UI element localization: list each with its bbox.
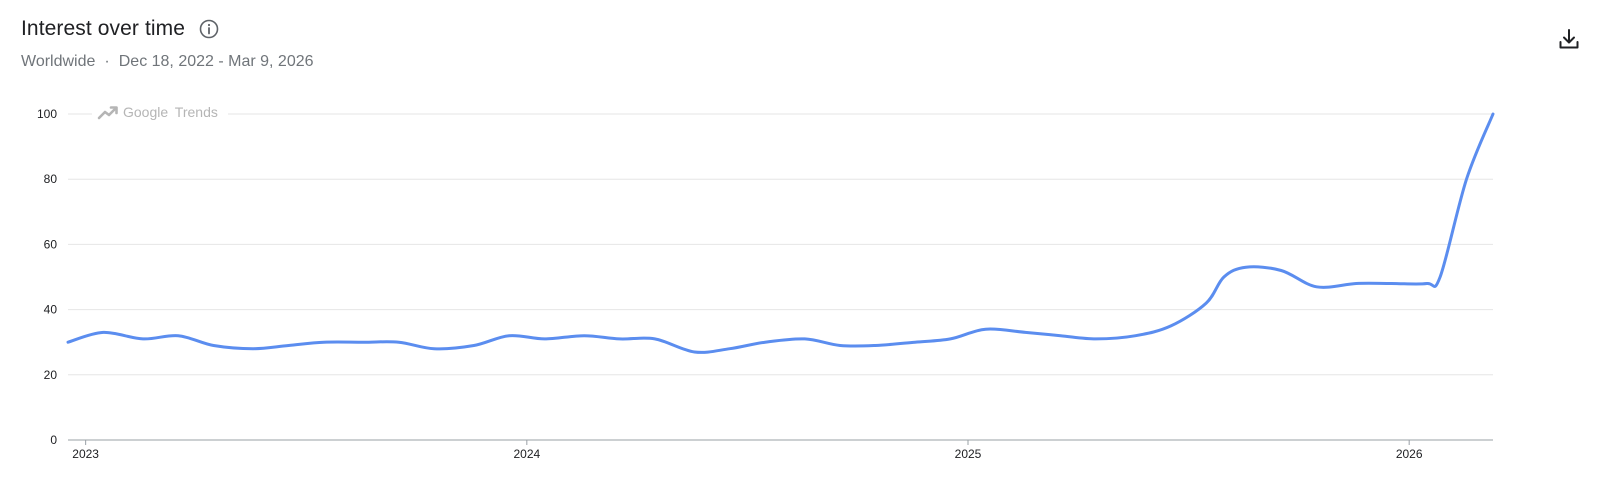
data-point[interactable] [801, 335, 809, 343]
data-point[interactable] [99, 328, 107, 336]
axis-layer: 0 20 40 60 80 100 2023 2024 2025 2026 [37, 107, 1493, 461]
data-point[interactable] [505, 332, 513, 340]
y-tick-label: 100 [37, 107, 57, 121]
data-point[interactable] [320, 338, 328, 346]
series-line[interactable] [66, 112, 1495, 354]
data-point[interactable] [871, 341, 879, 349]
data-point[interactable] [360, 338, 368, 346]
data-point[interactable] [651, 335, 659, 343]
info-icon[interactable] [199, 19, 219, 39]
data-point[interactable] [1277, 266, 1285, 274]
y-tick-label: 60 [44, 237, 58, 251]
data-point[interactable] [580, 332, 588, 340]
data-point[interactable] [395, 338, 403, 346]
download-icon[interactable] [1556, 26, 1582, 52]
data-point[interactable] [1092, 335, 1100, 343]
series-layer [64, 110, 1497, 356]
grid-layer [68, 113, 1493, 376]
data-point[interactable] [1202, 299, 1210, 307]
data-point[interactable] [690, 348, 698, 356]
data-point[interactable] [1242, 263, 1250, 271]
chart-title: Interest over time [21, 17, 186, 40]
data-point[interactable] [1436, 273, 1444, 281]
data-point[interactable] [249, 345, 257, 353]
data-point[interactable] [210, 341, 218, 349]
separator: · [104, 53, 110, 70]
date-range-label[interactable]: Dec 18, 2022 - Mar 9, 2026 [118, 53, 314, 70]
data-point[interactable] [1423, 280, 1431, 288]
region-label[interactable]: Worldwide [21, 53, 96, 70]
data-point[interactable] [139, 335, 147, 343]
y-tick-label: 80 [44, 172, 58, 186]
data-point[interactable] [1021, 328, 1029, 336]
data-point[interactable] [1057, 332, 1065, 340]
data-point[interactable] [1313, 283, 1321, 291]
watermark-product: Trends [175, 104, 218, 120]
data-point[interactable] [1352, 280, 1360, 288]
data-point[interactable] [761, 338, 769, 346]
x-tick-label: 2025 [955, 447, 982, 461]
google-trends-logo-icon [97, 106, 118, 120]
y-tick-label: 0 [50, 433, 57, 447]
watermark-brand: Google [123, 104, 168, 120]
data-point[interactable] [1132, 332, 1140, 340]
data-point[interactable] [174, 332, 182, 340]
x-tick-label: 2024 [513, 447, 540, 461]
data-point[interactable] [911, 338, 919, 346]
y-tick-label: 40 [44, 303, 58, 317]
data-point[interactable] [285, 341, 293, 349]
data-point[interactable] [1220, 273, 1228, 281]
data-point[interactable] [1463, 175, 1471, 183]
data-point[interactable] [64, 338, 72, 346]
data-point[interactable] [946, 335, 954, 343]
y-tick-label: 20 [44, 368, 58, 382]
chart-header: Interest over time Worldwide · Dec 18, 2… [21, 14, 314, 71]
x-tick-label: 2026 [1396, 447, 1423, 461]
data-point[interactable] [982, 325, 990, 333]
data-point[interactable] [540, 335, 548, 343]
google-trends-watermark: Google Trends [92, 102, 228, 122]
chart-subtitle: Worldwide · Dec 18, 2022 - Mar 9, 2026 [21, 53, 314, 71]
watermark-text: Google Trends [123, 104, 218, 120]
data-point[interactable] [615, 335, 623, 343]
data-point[interactable] [470, 341, 478, 349]
data-point[interactable] [1489, 110, 1497, 118]
title-row: Interest over time [21, 14, 314, 44]
data-point[interactable] [1167, 322, 1175, 330]
data-point[interactable] [430, 345, 438, 353]
data-point[interactable] [836, 341, 844, 349]
data-point[interactable] [1388, 280, 1396, 288]
x-tick-label: 2023 [72, 447, 99, 461]
data-point[interactable] [726, 345, 734, 353]
